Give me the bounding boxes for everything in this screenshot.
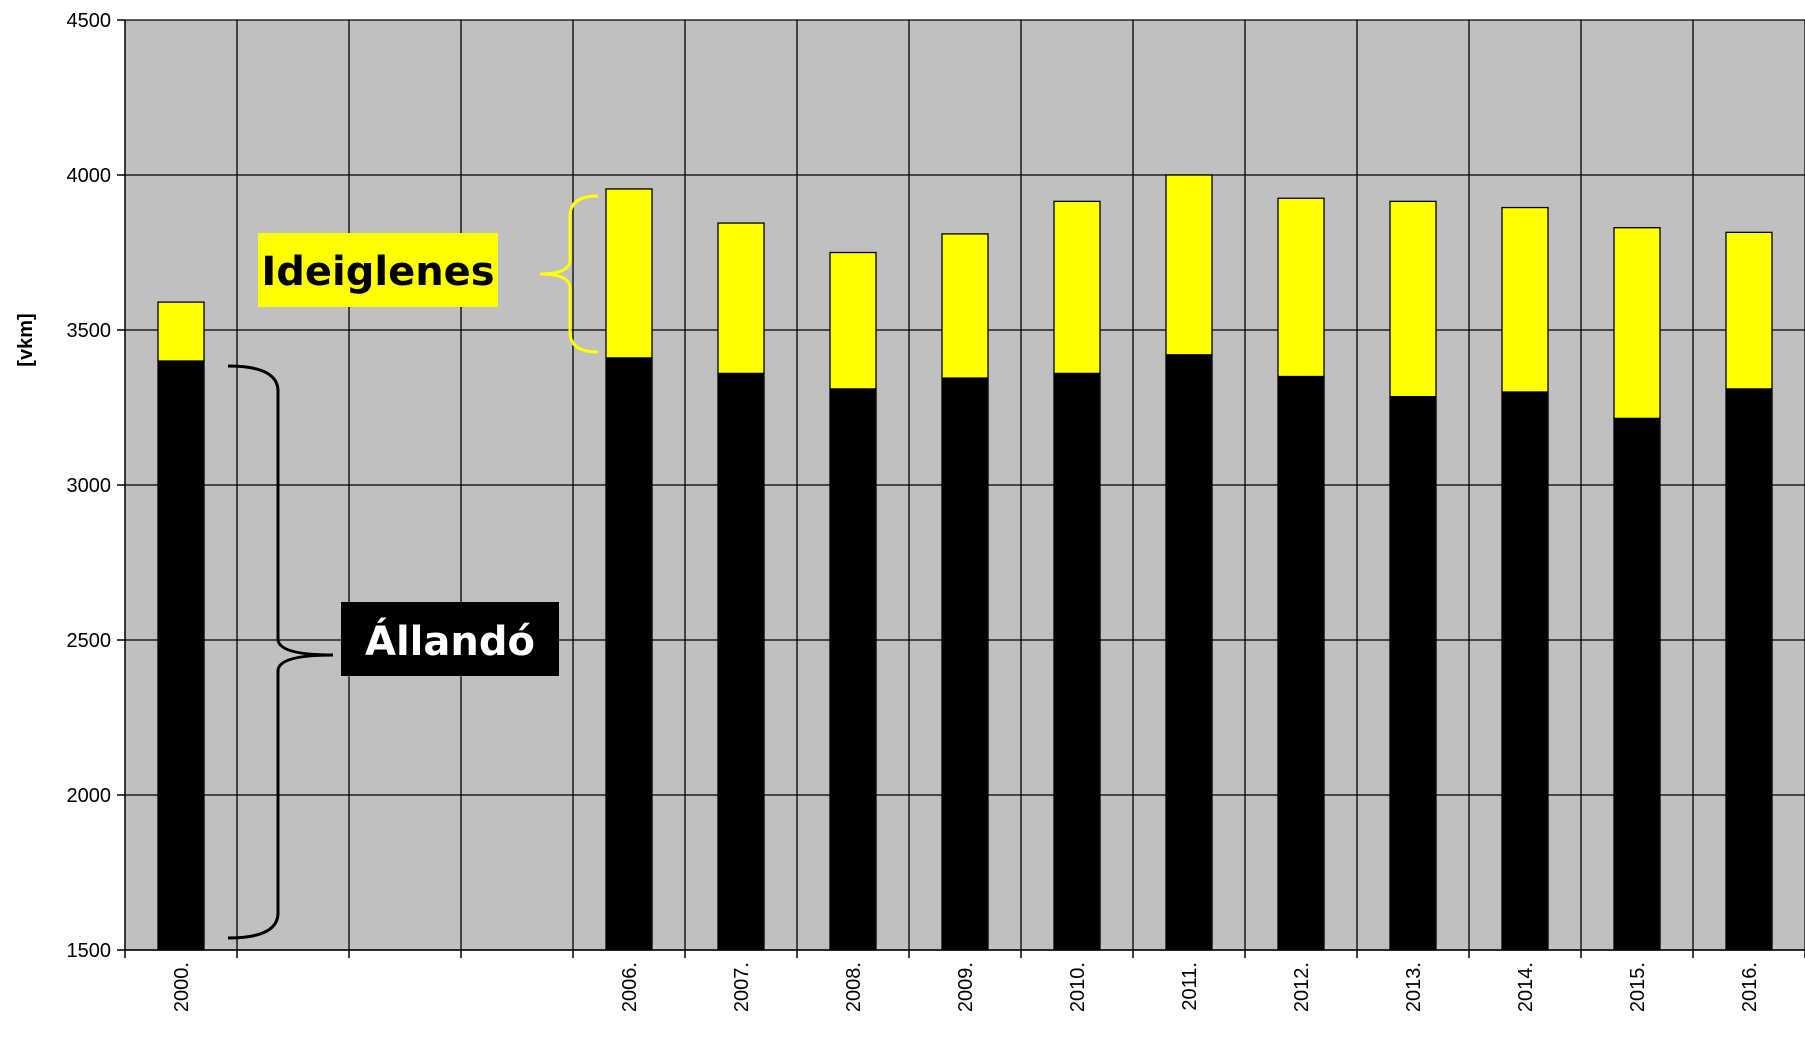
bar-allando: [1613, 417, 1661, 951]
bar-allando: [1725, 388, 1773, 951]
tick-labels: 1500 2000 2500 3000 3500 4000 4500 2000. 2006. 20…: [67, 10, 1762, 1012]
x-tick-label: 2015.: [1627, 962, 1649, 1012]
y-tick-label: 3000: [67, 475, 112, 497]
bar-ideiglenes: [605, 188, 653, 359]
bar-allando: [1389, 395, 1437, 951]
y-tick-label: 3500: [67, 320, 112, 342]
y-axis-label: [vkm]: [15, 313, 37, 366]
x-tick-label: 2006.: [619, 962, 641, 1012]
brace-allando: [227, 364, 334, 940]
axes: [117, 19, 1805, 958]
annotation-box-allando: [341, 602, 559, 676]
y-tick-label: 2000: [67, 785, 112, 807]
brace-ideiglenes: [539, 194, 599, 354]
bar-allando: [829, 388, 877, 951]
bar-ideiglenes: [717, 222, 765, 375]
annotation-allando: Állandó: [227, 364, 559, 940]
y-tick-label: 4000: [67, 165, 112, 187]
bar-allando: [941, 377, 989, 951]
x-tick-label: 2010.: [1067, 962, 1089, 1012]
x-tick-label: 2016.: [1739, 962, 1761, 1012]
x-tick-label: 2011.: [1179, 962, 1201, 1011]
annotation-label-allando: Állandó: [365, 617, 535, 665]
bar-ideiglenes: [157, 301, 205, 362]
x-tick-label: 2009.: [955, 962, 977, 1012]
annotation-box-ideiglenes: [258, 233, 498, 307]
x-tick-label: 2000.: [171, 962, 193, 1012]
bar-ideiglenes: [829, 251, 877, 390]
y-tick-label: 1500: [67, 940, 112, 962]
x-tick-label: 2007.: [731, 962, 753, 1012]
bar-ideiglenes: [1053, 200, 1101, 375]
bar-ideiglenes: [1725, 231, 1773, 390]
bar-allando: [1165, 354, 1213, 951]
bars: [157, 174, 1773, 951]
bar-ideiglenes: [1165, 174, 1213, 356]
bar-ideiglenes: [1613, 227, 1661, 419]
bar-ideiglenes: [941, 233, 989, 379]
bar-allando: [157, 360, 205, 951]
bar-allando: [605, 357, 653, 951]
x-tick-label: 2014.: [1515, 962, 1537, 1012]
bar-allando: [1053, 372, 1101, 951]
x-tick-label: 2013.: [1403, 962, 1425, 1012]
annotation-label-ideiglenes: Ideiglenes: [261, 249, 494, 295]
x-tick-label: 2012.: [1291, 962, 1313, 1012]
bar-allando: [1501, 391, 1549, 951]
bar-ideiglenes: [1389, 200, 1437, 398]
bar-ideiglenes: [1277, 197, 1325, 378]
x-tick-label: 2008.: [843, 962, 865, 1012]
annotation-ideiglenes: Ideiglenes: [258, 194, 599, 354]
bar-allando: [717, 372, 765, 951]
bar-allando: [1277, 375, 1325, 951]
bar-ideiglenes: [1501, 206, 1549, 393]
y-tick-label: 4500: [67, 10, 112, 32]
y-tick-label: 2500: [67, 630, 112, 652]
